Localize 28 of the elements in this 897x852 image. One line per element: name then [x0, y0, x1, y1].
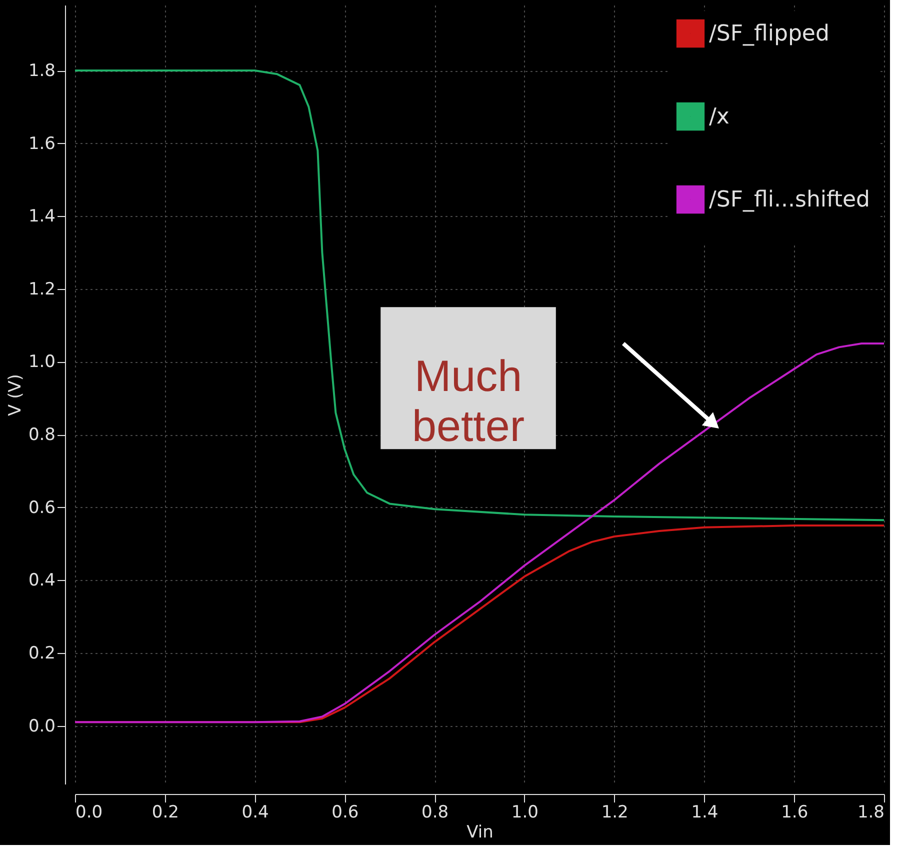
- x-tick-label: 1.2: [601, 802, 628, 822]
- x-tick-label: 1.0: [511, 802, 538, 822]
- legend-label: /SF_fli...shifted: [709, 188, 870, 212]
- y-tick-label: 0.0: [28, 716, 56, 736]
- y-tick-label: 1.2: [28, 279, 56, 300]
- x-tick-label: 1.6: [781, 802, 808, 822]
- legend-label: /x: [709, 104, 730, 130]
- x-tick-label: 0.6: [332, 802, 359, 822]
- line-series: [74, 70, 885, 522]
- legend-label: /SF_flipped: [709, 22, 830, 46]
- x-tick-label: 1.4: [691, 802, 718, 822]
- x-axis-title: Vin: [466, 822, 494, 842]
- y-tick-label: 0.6: [28, 498, 56, 518]
- y-axis-title: V (V): [5, 374, 26, 416]
- y-tick-label: 0.8: [28, 425, 56, 446]
- y-tick-label: 1.4: [28, 206, 56, 227]
- y-tick-label: 1.8: [28, 61, 56, 82]
- x-tick-label: 0.8: [422, 802, 449, 822]
- x-tick-label: 0.0: [76, 802, 103, 822]
- y-tick-label: 1.6: [28, 134, 56, 154]
- y-tick-label: 1.0: [28, 352, 56, 372]
- y-tick-label: 0.2: [28, 643, 56, 664]
- x-tick-label: 0.4: [242, 802, 269, 822]
- y-tick-label: 0.4: [28, 570, 56, 591]
- x-tick-label: 0.2: [152, 802, 179, 822]
- annotation: Much better: [412, 352, 525, 452]
- line-series: [74, 342, 885, 724]
- x-tick-label: 1.8: [857, 802, 884, 822]
